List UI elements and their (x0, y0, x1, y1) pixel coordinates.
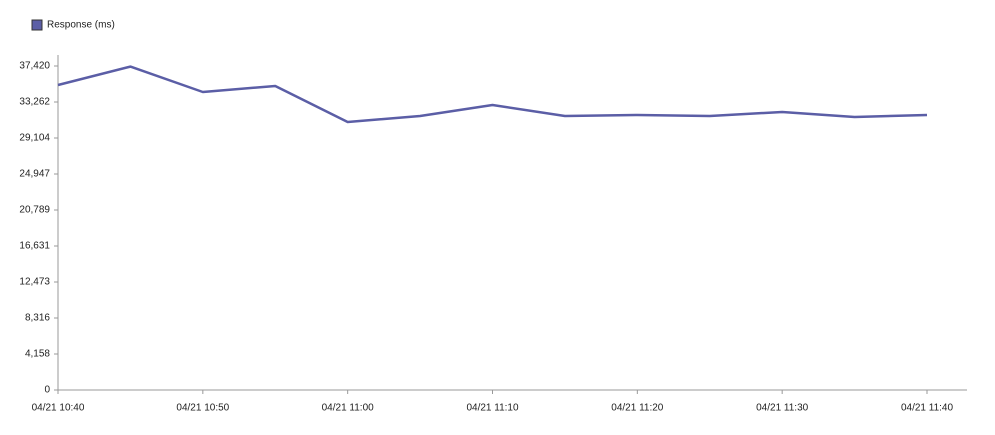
line (57, 65, 928, 124)
y-tick-label: 16,631 (19, 241, 50, 252)
legend-label: Response (ms) (47, 20, 115, 31)
y-tick-label: 12,473 (19, 277, 50, 288)
x-tick-label: 04/21 11:00 (322, 403, 375, 414)
y-tick-label: 24,947 (19, 169, 50, 180)
y-tick-label: 37,420 (19, 61, 50, 72)
y-tick-label: 20,789 (19, 205, 50, 216)
y-tick-label: 4,158 (25, 349, 50, 360)
y-tick-label: 0 (44, 385, 50, 396)
y-tick-label: 29,104 (19, 133, 50, 144)
x-tick-label: 04/21 10:50 (176, 403, 229, 414)
legend-swatch (31, 19, 43, 31)
y-tick-label: 33,262 (19, 97, 50, 108)
x-tick-label: 04/21 11:10 (466, 403, 519, 414)
x-tick-label: 04/21 10:40 (32, 403, 85, 414)
x-tick-label: 04/21 11:40 (901, 403, 954, 414)
x-tick-label: 04/21 11:30 (756, 403, 809, 414)
x-tick-label: 04/21 11:20 (611, 403, 664, 414)
y-tick-label: 8,316 (25, 313, 50, 324)
